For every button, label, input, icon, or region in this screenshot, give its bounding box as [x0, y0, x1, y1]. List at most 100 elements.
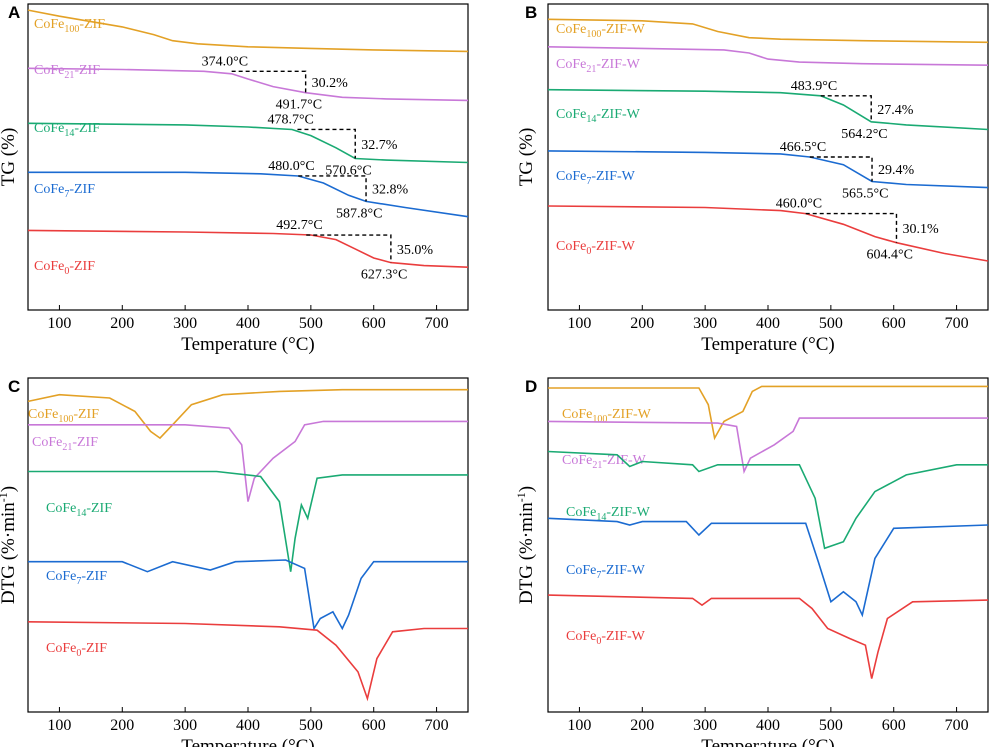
series-line [27, 388, 468, 440]
series-label: CoFe14-ZIF-W [556, 107, 641, 125]
series-line [28, 171, 469, 218]
y-axis-label: DTG (%·min-1) [514, 486, 537, 604]
x-tick-label: 500 [819, 717, 843, 734]
series-label: CoFe21-ZIF-W [562, 453, 647, 471]
series-line [548, 385, 988, 441]
mass-loss-label: 30.1% [902, 222, 939, 237]
x-axis-label: Temperature (°C) [181, 334, 314, 355]
plot-frame-B [547, 3, 989, 311]
series-label: CoFe7-ZIF-W [566, 563, 646, 581]
x-tick-label: 400 [236, 717, 260, 734]
onset-bracket [306, 234, 392, 263]
x-tick-label: 300 [173, 717, 197, 734]
series-label: CoFe7-ZIF [46, 569, 107, 587]
onset-bracket [297, 128, 356, 159]
x-tick-label: 400 [756, 315, 780, 332]
series-label: CoFe100-ZIF-W [562, 407, 652, 425]
x-tick-label: 600 [362, 315, 386, 332]
series-label: CoFe0-ZIF [46, 641, 107, 659]
series-line [28, 420, 468, 502]
series-label: CoFe7-ZIF-W [556, 169, 636, 187]
series-line [27, 67, 469, 102]
y-axis-label: TG (%) [516, 128, 537, 187]
series-line [547, 594, 989, 679]
onset-bracket [298, 175, 367, 202]
series-label: CoFe0-ZIF [34, 259, 95, 277]
x-tick-label: 600 [362, 717, 386, 734]
end-temp-label: 627.3°C [361, 268, 407, 283]
onset-temp-label: 478.7°C [267, 112, 313, 127]
y-axis-label: DTG (%·min-1) [0, 486, 19, 604]
x-tick-label: 500 [299, 717, 323, 734]
end-temp-label: 491.7°C [276, 98, 322, 113]
end-temp-label: 564.2°C [841, 127, 887, 142]
x-axis-label: Temperature (°C) [181, 736, 314, 747]
series-line [547, 205, 989, 262]
onset-bracket [805, 212, 898, 243]
series-label: CoFe14-ZIF [46, 501, 112, 519]
x-tick-label: 700 [425, 315, 449, 332]
series-label: CoFe100-ZIF [28, 407, 99, 425]
onset-temp-label: 466.5°C [780, 140, 826, 155]
end-temp-label: 604.4°C [866, 248, 912, 263]
series-line [547, 46, 989, 66]
panel-label-B: B [525, 3, 537, 22]
series-line [28, 559, 468, 631]
x-tick-label: 100 [47, 717, 71, 734]
onset-temp-label: 483.9°C [791, 79, 837, 94]
x-tick-label: 600 [882, 315, 906, 332]
x-tick-label: 300 [693, 315, 717, 332]
series-line [547, 450, 988, 550]
series-label: CoFe21-ZIF [34, 63, 100, 81]
end-temp-label: 570.6°C [325, 164, 371, 179]
mass-loss-label: 32.7% [361, 138, 398, 153]
x-tick-label: 200 [630, 315, 654, 332]
series-label: CoFe0-ZIF-W [556, 239, 636, 257]
x-tick-label: 100 [47, 315, 71, 332]
mass-loss-label: 29.4% [878, 163, 915, 178]
panel-label-A: A [8, 3, 20, 22]
onset-temp-label: 480.0°C [268, 159, 314, 174]
series-line [547, 88, 989, 131]
x-tick-label: 600 [882, 717, 906, 734]
plot-frame-C [27, 377, 469, 713]
onset-bracket [820, 95, 872, 122]
x-tick-label: 700 [945, 717, 969, 734]
x-tick-label: 200 [110, 717, 134, 734]
series-line [547, 18, 989, 44]
panel-label-C: C [8, 377, 20, 396]
series-label: CoFe7-ZIF [34, 182, 95, 200]
x-tick-label: 200 [630, 717, 654, 734]
x-tick-label: 400 [236, 315, 260, 332]
end-temp-label: 587.8°C [336, 206, 382, 221]
plot-frame-D [547, 377, 989, 713]
series-label: CoFe100-ZIF [34, 17, 105, 35]
x-tick-label: 400 [756, 717, 780, 734]
series-line [27, 621, 468, 702]
onset-bracket [809, 156, 873, 182]
y-axis-label: TG (%) [0, 128, 19, 187]
mass-loss-label: 35.0% [397, 243, 434, 258]
onset-bracket [231, 70, 307, 93]
series-line [27, 229, 469, 268]
x-tick-label: 200 [110, 315, 134, 332]
series-label: CoFe21-ZIF [32, 435, 98, 453]
series-label: CoFe100-ZIF-W [556, 22, 646, 40]
series-label: CoFe14-ZIF-W [566, 505, 651, 523]
series-line [28, 470, 468, 572]
mass-loss-label: 32.8% [372, 183, 409, 198]
x-tick-label: 700 [945, 315, 969, 332]
series-line [547, 517, 989, 618]
series-label: CoFe21-ZIF-W [556, 57, 641, 75]
panel-label-D: D [525, 377, 537, 396]
onset-temp-label: 460.0°C [776, 197, 822, 212]
x-tick-label: 300 [693, 717, 717, 734]
series-label: CoFe14-ZIF [34, 121, 100, 139]
x-tick-label: 500 [819, 315, 843, 332]
series-line [27, 122, 469, 164]
x-axis-label: Temperature (°C) [701, 736, 834, 747]
series-line [547, 150, 989, 189]
x-tick-label: 500 [299, 315, 323, 332]
x-axis-label: Temperature (°C) [701, 334, 834, 355]
